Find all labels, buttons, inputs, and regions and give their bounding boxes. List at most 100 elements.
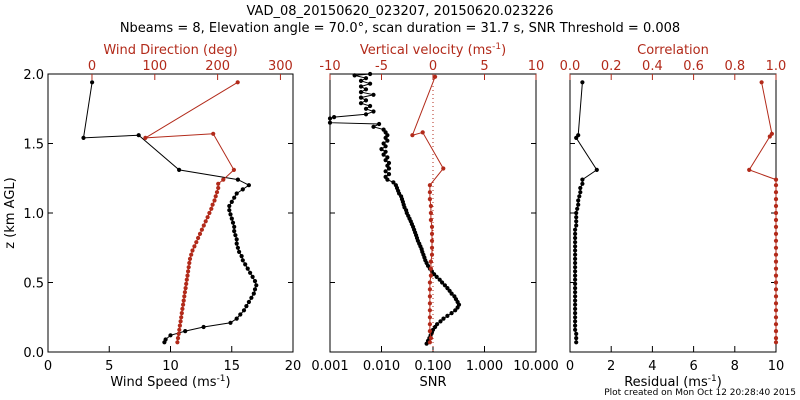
chart-0-series-1-point-33 <box>181 298 186 303</box>
chart-1-series-1-point-24 <box>427 322 432 327</box>
chart-2-bottom-tick-label: 2 <box>607 359 615 374</box>
chart-0-series-0-point-4 <box>235 177 240 182</box>
chart-2-series-1-point-22 <box>773 301 779 306</box>
chart-0-series-0-point-39 <box>201 324 206 330</box>
chart-1-series-0-point-25 <box>385 138 390 143</box>
chart-0-series-0-point-22 <box>239 254 244 259</box>
chart-2-series-1-point-16 <box>773 259 779 264</box>
chart-2-top-axis-label: Correlation <box>637 43 709 58</box>
chart-1-top-axis-label-text: Vertical velocity (ms <box>360 43 492 58</box>
chart-0-series-0-point-2 <box>136 133 141 138</box>
chart-0-bottom-axis-label: Wind Speed (ms-1) <box>110 374 230 390</box>
chart-2-series-0-point-9 <box>576 198 581 203</box>
chart-0-series-0-point-31 <box>251 291 256 296</box>
chart-2-series-0-point-37 <box>573 315 578 320</box>
chart-2-series-0-point-17 <box>573 231 578 236</box>
chart-1-series-0-point-75 <box>437 277 442 282</box>
chart-2-series-1-point-24 <box>773 315 779 320</box>
chart-0-series-1-point-4 <box>221 177 226 182</box>
chart-2-series-1-point-7 <box>773 197 779 202</box>
chart-2-series-0-point-22 <box>573 252 578 257</box>
chart-1-bottom-axis-label: SNR <box>419 375 446 390</box>
chart-0-series-1-line <box>145 81 238 343</box>
chart-0-top-tick-label: 0 <box>88 59 96 74</box>
chart-0-series-0-point-29 <box>254 283 259 288</box>
chart-1-series-0-point-19 <box>377 121 382 127</box>
chart-0-frame <box>47 73 294 353</box>
chart-2-bottom-tick-label: 6 <box>689 359 697 374</box>
chart-2-series-1-point-12 <box>773 231 779 236</box>
chart-0-series-1-point-12 <box>207 210 212 216</box>
chart-1-series-0-point-90 <box>438 319 443 324</box>
chart-0-series-0-point-1 <box>81 135 86 140</box>
chart-1-series-1-point-2 <box>420 130 425 135</box>
chart-1-series-1-point-18 <box>427 280 432 285</box>
chart-0-series-0-point-9 <box>229 199 234 204</box>
chart-1-series-0-point-3 <box>358 78 364 83</box>
chart-1-bottom-tick-label: 1.000 <box>466 359 503 374</box>
chart-0-series-1-point-0 <box>235 80 240 85</box>
chart-2-series-1-point-26 <box>773 329 779 334</box>
chart-0-series-1-point-3 <box>231 167 236 172</box>
chart-2-series-1-point-27 <box>773 336 779 341</box>
chart-0-series-1-point-13 <box>205 215 210 220</box>
chart-1-series-1-point-20 <box>427 294 432 299</box>
chart-2-top-tick-label: 0.4 <box>642 59 663 74</box>
chart-2-bottom-tick-label: 4 <box>648 359 656 374</box>
chart-1-series-1-point-4 <box>427 183 432 188</box>
y-tick-label: 1.0 <box>23 207 44 222</box>
chart-0-series-1-point-36 <box>179 311 184 316</box>
chart-2-series-0-point-42 <box>574 336 579 341</box>
chart-2-series-0-point-29 <box>573 281 578 286</box>
chart-2-top-axis-label-text: Correlation <box>637 43 709 58</box>
chart-0-series-0-point-15 <box>232 224 237 229</box>
chart-0-series-1-point-7 <box>214 190 220 195</box>
chart-1-bottom-axis-label-text: SNR <box>419 375 446 390</box>
chart-0-series-1-point-32 <box>182 294 187 299</box>
chart-1-series-0-point-28 <box>379 147 384 152</box>
chart-2-series-0-point-39 <box>573 323 578 328</box>
chart-2-series-0-point-4 <box>580 177 585 182</box>
figure-title: VAD_08_20150620_023207, 20150620.023226 <box>246 4 554 19</box>
chart-1-series-0-point-37 <box>386 172 392 177</box>
chart-1-series-0-point-13 <box>363 106 369 111</box>
chart-0-series-1-point-1 <box>143 135 148 140</box>
chart-0-series-0-point-11 <box>227 208 232 213</box>
chart-2-series-0-point-36 <box>573 311 578 316</box>
chart-1-bottom-tick-label: 10.000 <box>513 359 559 374</box>
chart-0-series-1-point-24 <box>187 260 192 266</box>
chart-0-series-1-point-22 <box>189 252 194 257</box>
chart-1-series-0-point-36 <box>383 169 388 174</box>
chart-1-series-0-point-17 <box>327 116 333 121</box>
chart-1-series-0-point-77 <box>442 283 447 288</box>
chart-0-series-1-point-28 <box>184 277 189 282</box>
chart-2-series-1-point-13 <box>773 238 779 243</box>
chart-1-series-1-point-19 <box>427 287 432 292</box>
chart-0-series-0-point-41 <box>168 333 173 338</box>
chart-2-series-0-point-32 <box>573 294 578 299</box>
chart-0-bottom-tick-label: 5 <box>105 359 113 374</box>
chart-0-series-0-point-23 <box>240 258 245 263</box>
chart-2-series-0-point-15 <box>574 223 579 228</box>
chart-0-series-1-point-26 <box>186 269 191 274</box>
chart-1-series-0-point-35 <box>386 166 392 171</box>
chart-0-series-0-point-43 <box>162 340 167 345</box>
chart-0-series-0-point-27 <box>250 274 255 279</box>
chart-0-series-0-point-24 <box>243 262 248 267</box>
chart-1-series-0-point-89 <box>441 316 446 321</box>
chart-1-series-1-point-11 <box>429 231 435 236</box>
chart-1-series-0-point-80 <box>449 291 454 296</box>
chart-2-series-0-point-26 <box>573 269 578 274</box>
chart-1-series-1-point-10 <box>429 224 435 229</box>
chart-1-series-0-point-88 <box>445 313 450 318</box>
chart-1-series-1-point-21 <box>427 301 432 306</box>
y-tick-label: 2.0 <box>23 68 44 83</box>
chart-0-series-0-point-18 <box>234 237 239 242</box>
chart-2-series-0-point-30 <box>573 286 578 291</box>
chart-2-series-1-point-8 <box>773 203 779 209</box>
chart-2-series-1-point-10 <box>773 217 779 223</box>
chart-2-top-tick-label: 1.0 <box>766 59 787 74</box>
chart-0-series-1-point-15 <box>201 223 206 228</box>
chart-1-series-0-point-14 <box>371 109 376 114</box>
